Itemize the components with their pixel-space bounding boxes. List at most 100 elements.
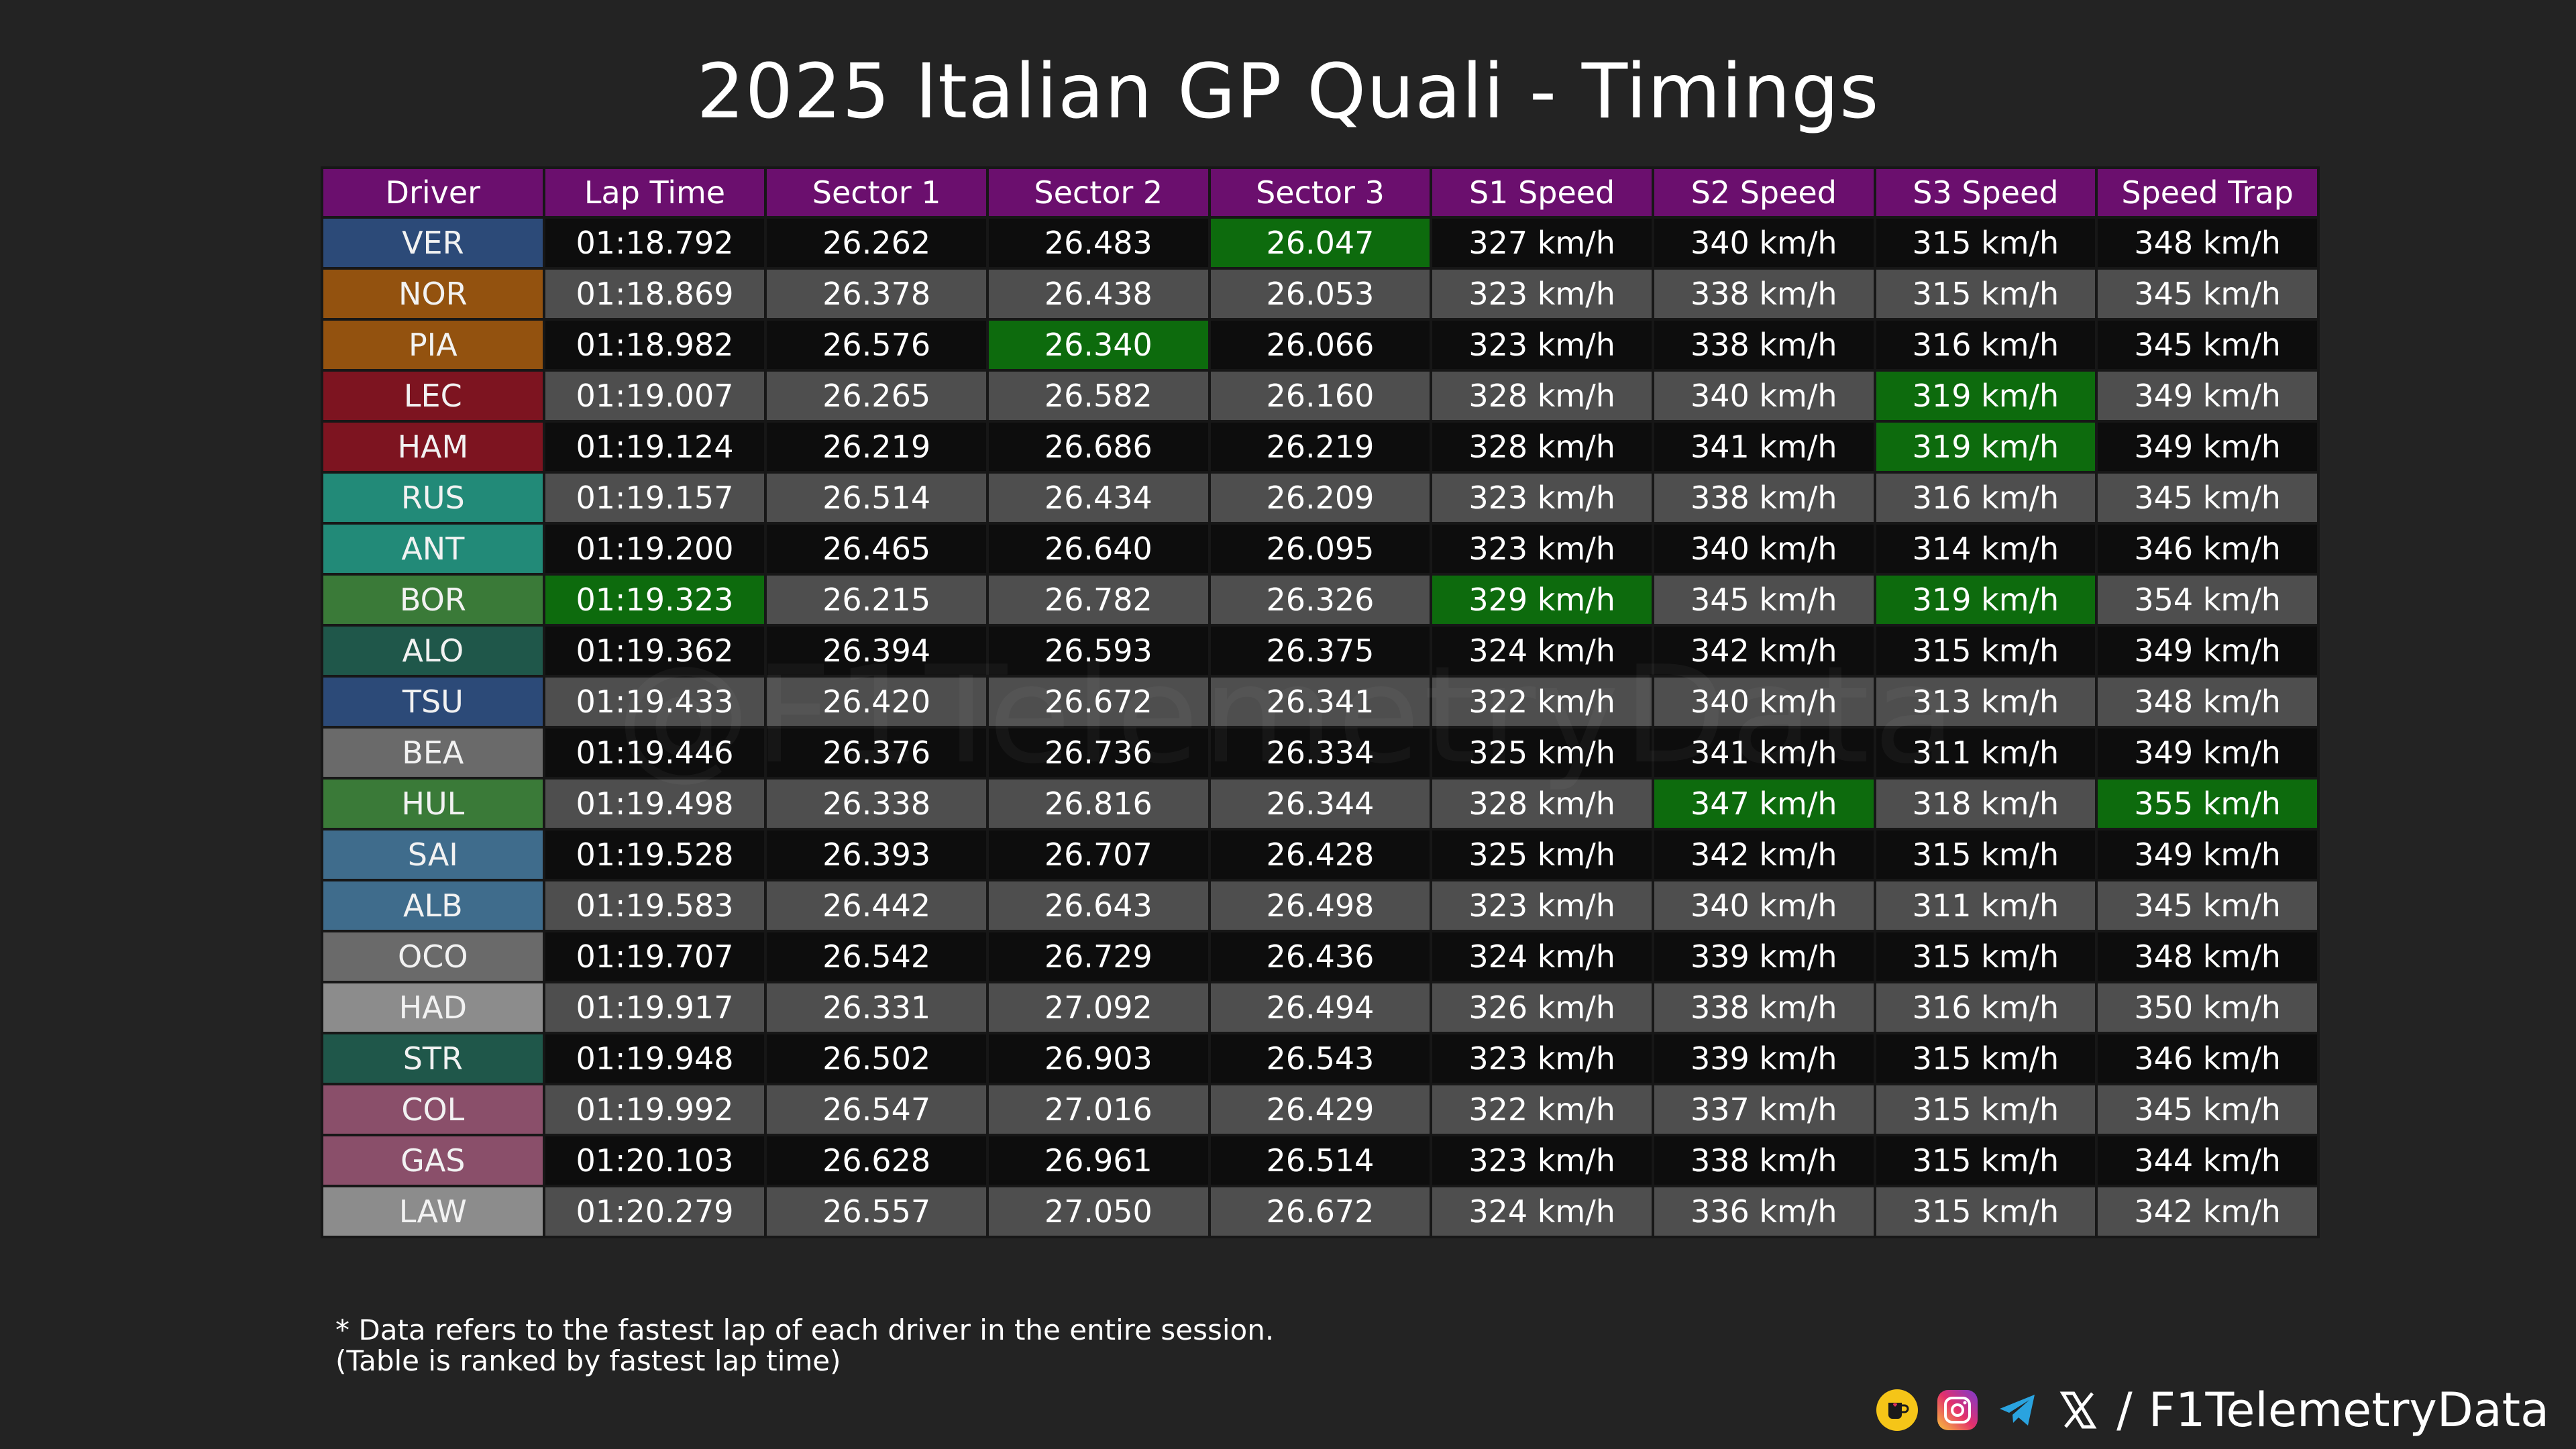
footnote-line-1: * Data refers to the fastest lap of each…: [335, 1313, 1275, 1346]
table-cell: 26.547: [764, 1083, 989, 1136]
table-cell: 26.442: [764, 879, 989, 932]
table-cell: 315 km/h: [1873, 624, 2098, 678]
table-cell: 329 km/h: [1430, 573, 1654, 627]
table-cell: 26.262: [764, 216, 989, 270]
table-cell: 338 km/h: [1651, 267, 1876, 321]
table-cell: 26.436: [1208, 930, 1433, 983]
table-cell: 344 km/h: [2095, 1134, 2320, 1187]
table-cell: 311 km/h: [1873, 879, 2098, 932]
table-cell: 26.736: [985, 726, 1211, 780]
table-row: NOR 01:18.869 26.378 26.438 26.053 323 km/h 33…: [321, 267, 2320, 321]
table-cell: 26.375: [1208, 624, 1433, 678]
social-handle[interactable]: F1TelemetryData: [2148, 1383, 2549, 1438]
table-cell: 323 km/h: [1430, 267, 1654, 321]
table-cell: 27.016: [985, 1083, 1211, 1136]
table-cell: 26.209: [1208, 471, 1433, 525]
column-header: S1 Speed: [1430, 166, 1654, 219]
telegram-icon[interactable]: [1996, 1388, 2040, 1432]
driver-cell: BEA: [321, 726, 545, 780]
table-cell: 01:19.157: [542, 471, 767, 525]
table-cell: 345 km/h: [1651, 573, 1876, 627]
table-cell: 338 km/h: [1651, 981, 1876, 1034]
table-cell: 26.643: [985, 879, 1211, 932]
table-cell: 319 km/h: [1873, 573, 2098, 627]
table-row: LEC 01:19.007 26.265 26.582 26.160 328 km/h 34…: [321, 369, 2320, 423]
table-cell: 315 km/h: [1873, 930, 2098, 983]
timing-table: Driver Lap Time Sector 1 Sector 2 Sector 3 S1…: [321, 166, 2320, 1238]
table-cell: 01:19.948: [542, 1032, 767, 1085]
table-cell: 315 km/h: [1873, 1134, 2098, 1187]
table-cell: 342 km/h: [1651, 828, 1876, 881]
table-row: BOR 01:19.323 26.215 26.782 26.326 329 km/h 34…: [321, 573, 2320, 627]
table-cell: 26.465: [764, 522, 989, 576]
table-cell: 316 km/h: [1873, 471, 2098, 525]
table-cell: 26.576: [764, 318, 989, 372]
table-cell: 01:19.362: [542, 624, 767, 678]
driver-cell: LAW: [321, 1185, 545, 1238]
table-cell: 311 km/h: [1873, 726, 2098, 780]
table-cell: 01:19.992: [542, 1083, 767, 1136]
column-header: S2 Speed: [1651, 166, 1876, 219]
table-cell: 338 km/h: [1651, 471, 1876, 525]
table-cell: 328 km/h: [1430, 420, 1654, 474]
table-cell: 325 km/h: [1430, 726, 1654, 780]
table-cell: 322 km/h: [1430, 675, 1654, 729]
table-cell: 337 km/h: [1651, 1083, 1876, 1136]
table-row: OCO 01:19.707 26.542 26.729 26.436 324 km/h 33…: [321, 930, 2320, 983]
table-cell: 323 km/h: [1430, 879, 1654, 932]
table-cell: 26.378: [764, 267, 989, 321]
table-cell: 01:19.528: [542, 828, 767, 881]
driver-cell: ALB: [321, 879, 545, 932]
table-cell: 315 km/h: [1873, 828, 2098, 881]
table-cell: 26.265: [764, 369, 989, 423]
table-cell: 26.334: [1208, 726, 1433, 780]
table-row: GAS 01:20.103 26.628 26.961 26.514 323 km/h 33…: [321, 1134, 2320, 1187]
kofi-icon[interactable]: [1875, 1388, 1919, 1432]
table-cell: 338 km/h: [1651, 318, 1876, 372]
table-cell: 26.338: [764, 777, 989, 830]
driver-cell: PIA: [321, 318, 545, 372]
table-cell: 26.331: [764, 981, 989, 1034]
table-cell: 26.429: [1208, 1083, 1433, 1136]
separator: /: [2116, 1383, 2133, 1438]
instagram-icon[interactable]: [1935, 1388, 1980, 1432]
table-cell: 26.066: [1208, 318, 1433, 372]
driver-cell: SAI: [321, 828, 545, 881]
table-row: TSU 01:19.433 26.420 26.672 26.341 322 km/h 34…: [321, 675, 2320, 729]
table-header-row: Driver Lap Time Sector 1 Sector 2 Sector 3 S1…: [321, 166, 2320, 219]
table-cell: 349 km/h: [2095, 369, 2320, 423]
table-cell: 26.557: [764, 1185, 989, 1238]
table-cell: 348 km/h: [2095, 930, 2320, 983]
table-cell: 319 km/h: [1873, 420, 2098, 474]
table-cell: 26.376: [764, 726, 989, 780]
table-cell: 342 km/h: [1651, 624, 1876, 678]
table-cell: 324 km/h: [1430, 624, 1654, 678]
table-row: PIA 01:18.982 26.576 26.340 26.066 323 km/h 33…: [321, 318, 2320, 372]
table-cell: 26.215: [764, 573, 989, 627]
table-cell: 323 km/h: [1430, 1134, 1654, 1187]
driver-cell: BOR: [321, 573, 545, 627]
table-cell: 322 km/h: [1430, 1083, 1654, 1136]
table-row: BEA 01:19.446 26.376 26.736 26.334 325 km/h 34…: [321, 726, 2320, 780]
table-cell: 26.047: [1208, 216, 1433, 270]
table-cell: 26.961: [985, 1134, 1211, 1187]
driver-cell: COL: [321, 1083, 545, 1136]
table-cell: 01:19.583: [542, 879, 767, 932]
x-icon[interactable]: [2056, 1388, 2100, 1432]
table-cell: 26.494: [1208, 981, 1433, 1034]
table-cell: 316 km/h: [1873, 981, 2098, 1034]
table-cell: 26.219: [1208, 420, 1433, 474]
table-cell: 26.434: [985, 471, 1211, 525]
table-cell: 340 km/h: [1651, 369, 1876, 423]
table-row: ALB 01:19.583 26.442 26.643 26.498 323 km/h 34…: [321, 879, 2320, 932]
table-cell: 315 km/h: [1873, 267, 2098, 321]
driver-cell: NOR: [321, 267, 545, 321]
table-cell: 01:19.124: [542, 420, 767, 474]
table-cell: 323 km/h: [1430, 522, 1654, 576]
table-cell: 26.095: [1208, 522, 1433, 576]
table-cell: 315 km/h: [1873, 1185, 2098, 1238]
table-cell: 314 km/h: [1873, 522, 2098, 576]
table-cell: 01:18.982: [542, 318, 767, 372]
driver-cell: GAS: [321, 1134, 545, 1187]
table-cell: 26.514: [764, 471, 989, 525]
